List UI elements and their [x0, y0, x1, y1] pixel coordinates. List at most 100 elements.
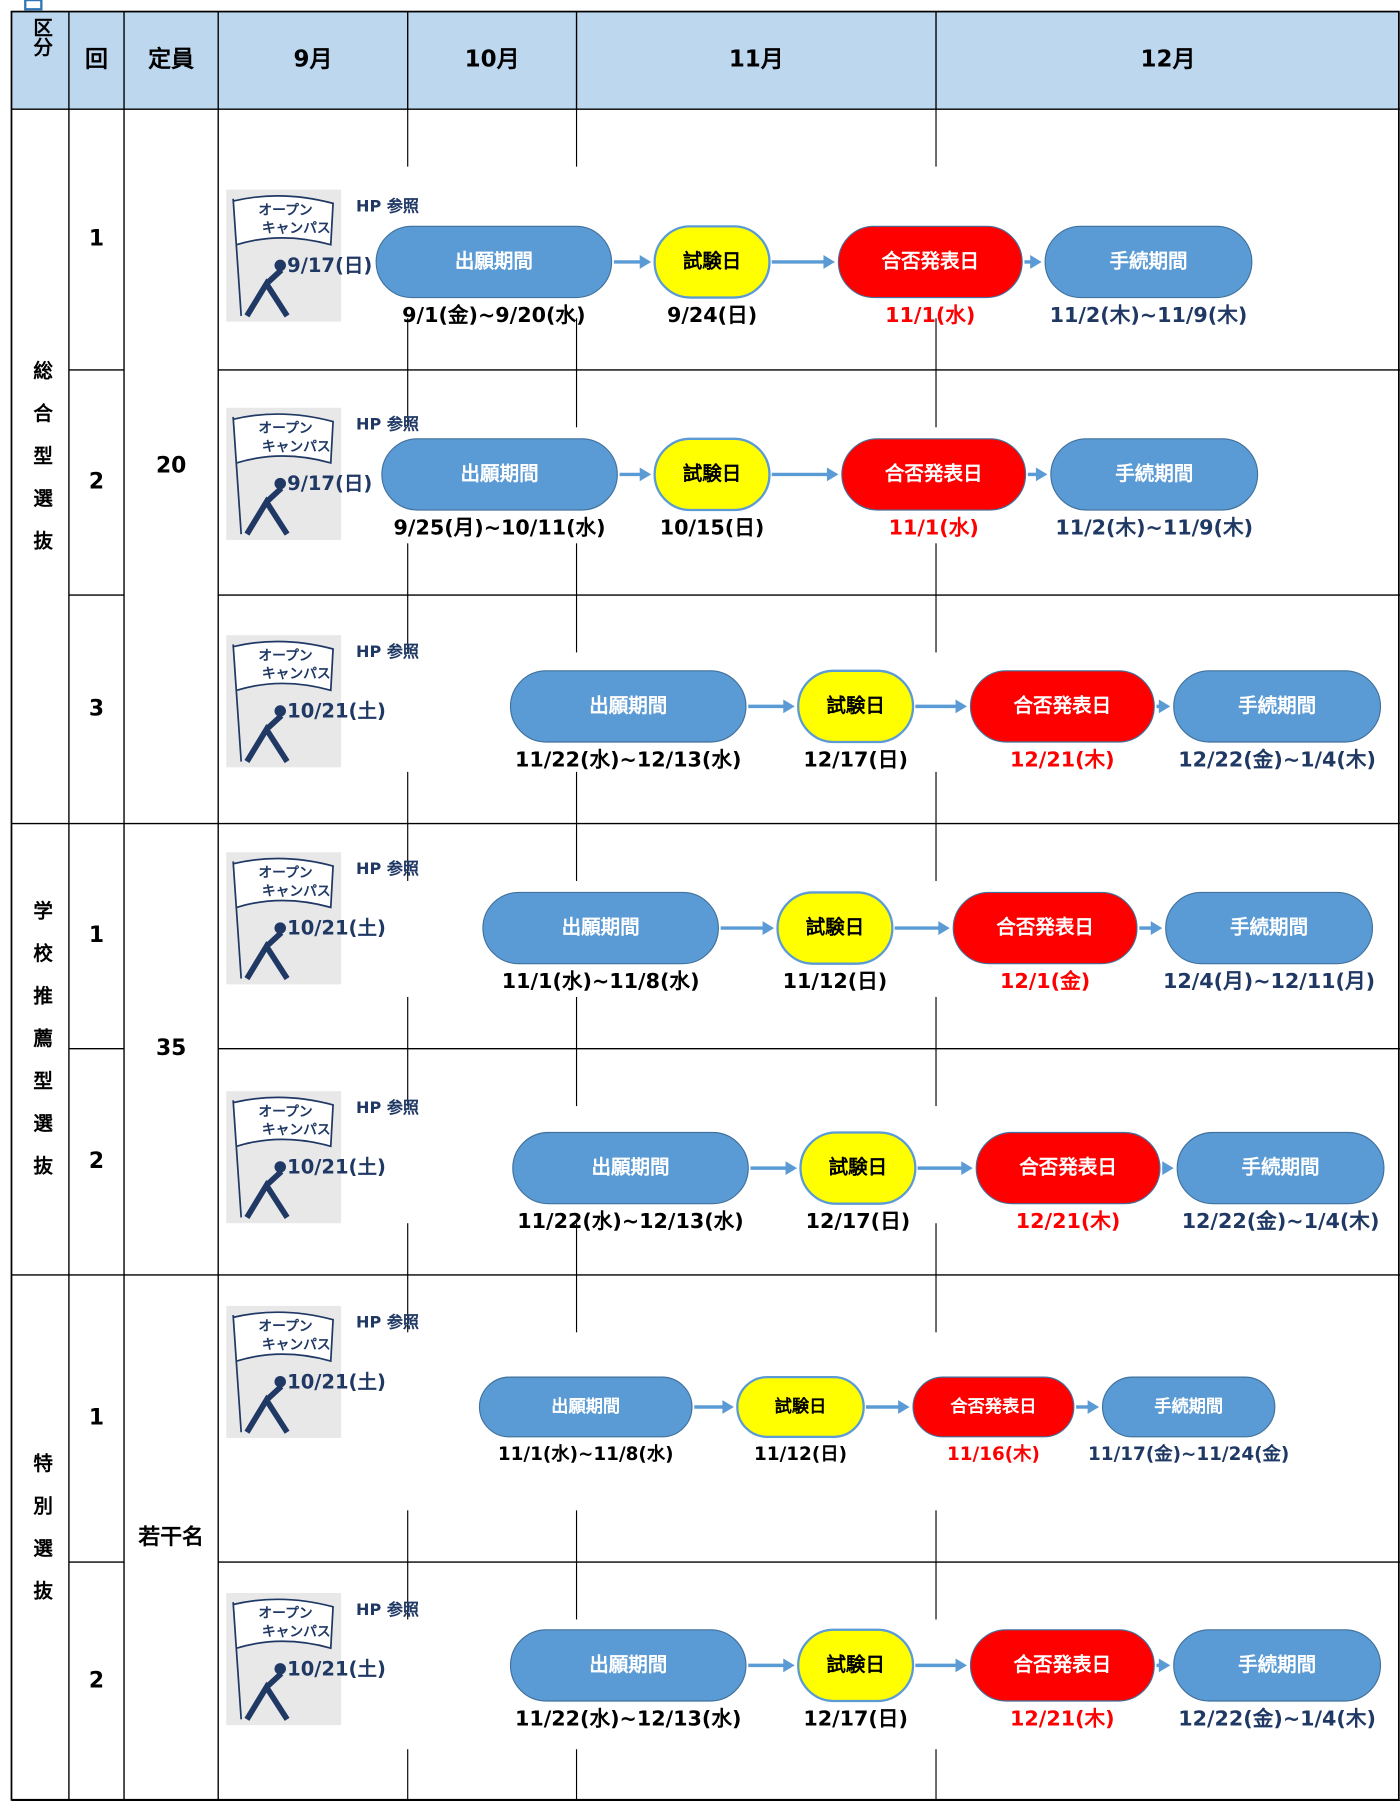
step-label: 合否発表日 — [1019, 1156, 1117, 1179]
figure-head — [274, 477, 286, 490]
figure — [244, 713, 290, 764]
step-label: 出願期間 — [455, 249, 533, 272]
step-label: 試験日 — [826, 694, 885, 717]
arrow-head — [826, 467, 839, 482]
step-pill — [1176, 1131, 1385, 1205]
step-label: 合否発表日 — [950, 1396, 1036, 1417]
open-campus-line2: キャンパス — [262, 1337, 331, 1353]
section-label: 総合型選抜 — [30, 359, 53, 572]
capacity: 若干名 — [137, 1524, 203, 1550]
step-pill — [797, 669, 915, 744]
step-date: 11/17(金)~11/24(金) — [1088, 1443, 1289, 1465]
open-campus-line1: オープン — [258, 1606, 312, 1622]
open-campus-date: 10/21(土) — [287, 1156, 386, 1179]
step-pill — [837, 225, 1023, 299]
arrow-head — [898, 1400, 910, 1414]
step-date: 9/1(金)~9/20(水) — [402, 303, 585, 327]
step-date: 11/2(木)~11/9(木) — [1055, 515, 1253, 539]
step-pill — [797, 1628, 915, 1703]
open-campus-date: 10/21(土) — [287, 700, 386, 723]
open-campus-line2: キャンパス — [262, 666, 331, 682]
step-label: 手続期間 — [1238, 694, 1316, 717]
open-campus-date: 9/17(日) — [287, 472, 372, 495]
open-campus-line1: オープン — [258, 420, 312, 436]
note: HP 参照 — [356, 1600, 419, 1619]
step-pill — [653, 437, 771, 512]
open-campus-line2: キャンパス — [262, 221, 331, 237]
open-campus-line1: オープン — [258, 648, 312, 664]
step-label: 出願期間 — [551, 1396, 620, 1417]
figure — [244, 1169, 290, 1220]
step-date: 10/15(日) — [660, 515, 765, 539]
step-date: 11/1(水) — [889, 515, 979, 539]
step-pill — [653, 225, 771, 299]
step-date: 11/22(水)~12/13(水) — [515, 747, 741, 771]
open-campus-line1: オープン — [258, 202, 312, 218]
open-campus-date: 10/21(土) — [287, 917, 386, 940]
icon — [24, 0, 43, 11]
open-campus-date: 10/21(土) — [287, 1370, 386, 1393]
arrow-head — [1087, 1400, 1100, 1414]
round: 1 — [89, 1405, 104, 1430]
arrow-head — [823, 255, 835, 269]
step-pill — [799, 1131, 917, 1205]
round: 1 — [89, 923, 104, 948]
header-cell: 回 — [85, 46, 108, 72]
step-pill — [512, 1131, 749, 1205]
capacity: 20 — [156, 453, 186, 478]
figure — [244, 267, 290, 318]
step-pill — [381, 438, 618, 511]
step-label: 試験日 — [775, 1396, 827, 1417]
step-label: 出願期間 — [591, 1156, 669, 1179]
figure-head — [274, 1663, 286, 1675]
arrow-head — [1162, 1161, 1174, 1175]
note: HP 参照 — [356, 196, 419, 215]
step-date: 12/22(金)~1/4(木) — [1178, 747, 1376, 771]
step-pill — [375, 225, 613, 299]
flag — [232, 1311, 334, 1433]
step-pill — [1165, 891, 1374, 965]
arrow-head — [938, 921, 950, 935]
figure-head — [274, 1161, 286, 1173]
figure-head — [274, 705, 286, 717]
step-label: 試験日 — [829, 1156, 888, 1179]
outer-border — [10, 10, 1400, 1801]
round: 2 — [89, 1668, 104, 1693]
step-label: 試験日 — [683, 249, 742, 272]
step-label: 試験日 — [826, 1653, 885, 1676]
open-campus-line2: キャンパス — [262, 1624, 331, 1640]
section-label: 特別選抜 — [30, 1453, 53, 1623]
step-label: 試験日 — [683, 462, 742, 485]
header-cell: 区分 — [30, 17, 53, 57]
arrow-head — [785, 1161, 798, 1175]
arrow-head — [783, 1658, 795, 1673]
arrow-head — [1158, 1658, 1171, 1673]
flag — [232, 640, 334, 762]
flag — [232, 413, 334, 535]
note: HP 参照 — [356, 1313, 419, 1332]
note: HP 参照 — [356, 415, 419, 434]
step-pill — [736, 1375, 865, 1438]
arrow-head — [639, 255, 652, 269]
header-cell: 11月 — [729, 46, 784, 72]
step-label: 出願期間 — [461, 462, 539, 485]
open-campus-line2: キャンパス — [262, 883, 331, 899]
figure-head — [274, 259, 286, 272]
note: HP 参照 — [356, 1098, 419, 1117]
round: 3 — [89, 696, 104, 721]
flag — [232, 1096, 334, 1218]
header-cell: 10月 — [465, 46, 520, 72]
arrow-head — [1035, 467, 1048, 482]
step-date: 11/22(水)~12/13(水) — [515, 1706, 741, 1730]
step-pill — [975, 1131, 1161, 1205]
open-campus-line2: キャンパス — [262, 1122, 331, 1138]
header-bg — [11, 11, 1400, 110]
step-date: 12/21(木) — [1010, 747, 1115, 771]
step-label: 出願期間 — [589, 1653, 667, 1676]
step-label: 試験日 — [806, 916, 865, 939]
open-campus-line1: オープン — [258, 865, 312, 881]
flag — [232, 857, 334, 979]
flag — [232, 194, 334, 316]
